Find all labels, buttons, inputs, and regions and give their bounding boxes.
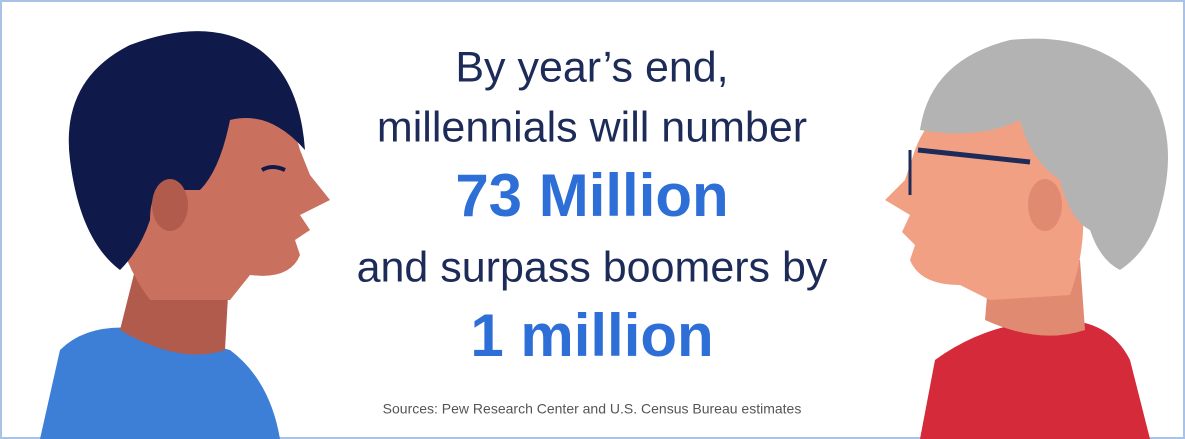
headline-line: By year’s end, xyxy=(455,43,728,91)
headline-line: millennials will number xyxy=(377,103,807,151)
headline-line: and surpass boomers by xyxy=(357,243,828,291)
boomer-illustration xyxy=(885,38,1168,439)
source-note: Sources: Pew Research Center and U.S. Ce… xyxy=(383,401,802,417)
figure: 73 Million xyxy=(455,162,728,229)
millennial-illustration xyxy=(40,31,330,439)
figure: 1 million xyxy=(470,302,713,369)
